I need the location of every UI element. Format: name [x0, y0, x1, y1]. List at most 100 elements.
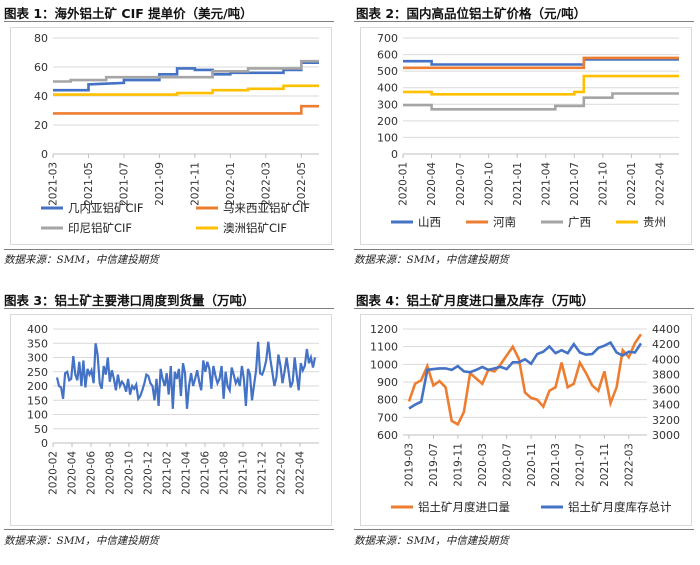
c4-xtick-label: 2019-11	[453, 443, 465, 487]
c3-ytick-label: 350	[27, 337, 48, 350]
c4-xtick-label: 2019-03	[404, 443, 416, 487]
c1-xtick-label: 2021-03	[48, 162, 60, 206]
c1-legend-label: 印尼铝矿CIF	[68, 221, 132, 235]
c4-y2tick-label: 3400	[652, 399, 680, 412]
c2-series-line	[403, 74, 679, 96]
c2-legend-label: 广西	[568, 215, 591, 229]
c2-xtick-label: 2021-07	[569, 162, 581, 206]
c2-legend-label: 山西	[418, 215, 441, 229]
chart-3-source-rule	[4, 529, 334, 530]
c3-ytick-label: 300	[27, 352, 48, 365]
c2-series-line	[403, 58, 679, 66]
c1-ytick-label: 80	[34, 32, 48, 45]
c4-y2tick-label: 4200	[652, 338, 680, 351]
c2-ytick-label: 200	[377, 115, 398, 128]
c4-legend-label: 铝土矿月度进口量	[418, 500, 510, 514]
c2-xtick-label: 2020-04	[426, 162, 438, 206]
c1-legend-label: 几内亚铝矿CIF	[68, 201, 144, 215]
c3-ytick-label: 150	[27, 394, 48, 407]
c3-xtick-label: 2020-12	[143, 451, 155, 495]
c4-xtick-label: 2021-03	[550, 443, 562, 487]
c2-series-line	[403, 92, 679, 111]
c4-legend-label: 铝土矿月度库存总计	[568, 500, 672, 514]
c2-xtick-label: 2020-07	[455, 162, 467, 206]
c4-xtick-label: 2020-03	[477, 443, 489, 487]
c1-ytick-label: 0	[41, 148, 48, 161]
chart-1-source: 数据来源：SMM，中信建投期货	[4, 254, 159, 266]
chart-1-svg: 0 20 40 60 80 2021-03 2021-05 2021-07 2021-09 202…	[34, 32, 319, 235]
c2-xtick-label: 2021-04	[540, 162, 552, 206]
c4-series-line	[407, 333, 643, 427]
c2-legend-label: 河南	[493, 215, 516, 229]
chart-2-title-rule	[354, 21, 694, 22]
c1-series-line	[53, 104, 319, 115]
c1-legend-label: 马来西亚铝矿CIF	[223, 201, 310, 215]
c2-ytick-label: 700	[377, 32, 398, 45]
chart-3-source: 数据来源：SMM，中信建投期货	[4, 535, 159, 547]
c3-ytick-label: 100	[27, 409, 48, 422]
c4-y2tick-label: 3200	[652, 414, 680, 427]
chart-2-title: 图表 2：国内高品位铝土矿价格（元/吨）	[356, 6, 587, 21]
c1-xtick-label: 2021-11	[190, 162, 202, 206]
c3-ytick-label: 400	[27, 323, 48, 336]
c4-xtick-label: 2021-07	[575, 443, 587, 487]
chart-2-frame: 0 100 200 300 400 500 600 700 2020-01 2020-04 2020…	[360, 27, 692, 245]
c3-xtick-label: 2021-04	[181, 451, 193, 495]
c4-ytick-label: 1000	[370, 358, 398, 371]
c3-xtick-label: 2022-04	[295, 451, 307, 495]
c4-ytick-label: 1100	[370, 341, 398, 354]
c1-ytick-label: 60	[34, 61, 48, 74]
chart-3-title: 图表 3：铝土矿主要港口周度到货量（万吨）	[4, 293, 255, 308]
c1-series-line	[53, 84, 319, 96]
c2-xtick-label: 2021-10	[598, 162, 610, 206]
c2-ytick-label: 600	[377, 49, 398, 62]
chart-1-title: 图表 1：海外铝土矿 CIF 提单价（美元/吨）	[4, 6, 253, 21]
chart-2-source: 数据来源：SMM，中信建投期货	[354, 254, 509, 266]
c1-ytick-label: 20	[34, 119, 48, 132]
c3-xtick-label: 2020-08	[105, 451, 117, 495]
c3-ytick-label: 200	[27, 380, 48, 393]
c1-series-line	[53, 59, 319, 83]
c3-ytick-label: 250	[27, 366, 48, 379]
c3-series-line	[55, 341, 317, 409]
c4-y2tick-label: 4000	[652, 353, 680, 366]
c3-xtick-label: 2021-08	[219, 451, 231, 495]
c3-xtick-label: 2021-10	[238, 451, 250, 495]
c3-ytick-label: 0	[41, 437, 48, 450]
c3-xtick-label: 2021-12	[257, 451, 269, 495]
c4-y2tick-label: 4400	[652, 323, 680, 336]
chart-3-frame: 0 50 100 150 200 250 300 350 400 2020-02 2020-04 20…	[10, 314, 332, 526]
c4-ytick-label: 600	[377, 429, 398, 442]
c1-xtick-label: 2022-01	[225, 162, 237, 206]
c2-legend-label: 贵州	[643, 215, 666, 229]
c2-ytick-label: 500	[377, 65, 398, 78]
c3-xtick-label: 2020-06	[86, 451, 98, 495]
c2-ytick-label: 100	[377, 131, 398, 144]
c2-xtick-label: 2020-01	[398, 162, 410, 206]
chart-2-svg: 0 100 200 300 400 500 600 700 2020-01 2020-04 2020…	[377, 32, 679, 229]
c2-ytick-label: 300	[377, 98, 398, 111]
c4-ytick-label: 900	[377, 376, 398, 389]
c4-xtick-label: 2020-07	[501, 443, 513, 487]
c2-xtick-label: 2020-10	[483, 162, 495, 206]
chart-4-source-rule	[354, 529, 694, 530]
c1-legend-label: 澳洲铝矿CIF	[223, 221, 287, 235]
c4-ytick-label: 700	[377, 411, 398, 424]
c3-xtick-label: 2020-04	[67, 451, 79, 495]
c4-xtick-label: 2019-07	[428, 443, 440, 487]
c4-ytick-label: 1200	[370, 323, 398, 336]
c2-xtick-label: 2021-01	[512, 162, 524, 206]
c4-xtick-label: 2021-11	[599, 443, 611, 487]
c4-xtick-label: 2020-11	[526, 443, 538, 487]
c1-ytick-label: 40	[34, 90, 48, 103]
c2-xtick-label: 2022-04	[655, 162, 667, 206]
c1-xtick-label: 2022-03	[260, 162, 272, 206]
chart-1-source-rule	[4, 249, 334, 250]
chart-4-source: 数据来源：SMM，中信建投期货	[354, 535, 509, 547]
chart-4-title-rule	[354, 308, 694, 309]
c2-xtick-label: 2022-01	[626, 162, 638, 206]
c1-series-line	[53, 61, 319, 92]
chart-2-source-rule	[354, 249, 694, 250]
c2-series-line	[403, 56, 679, 70]
